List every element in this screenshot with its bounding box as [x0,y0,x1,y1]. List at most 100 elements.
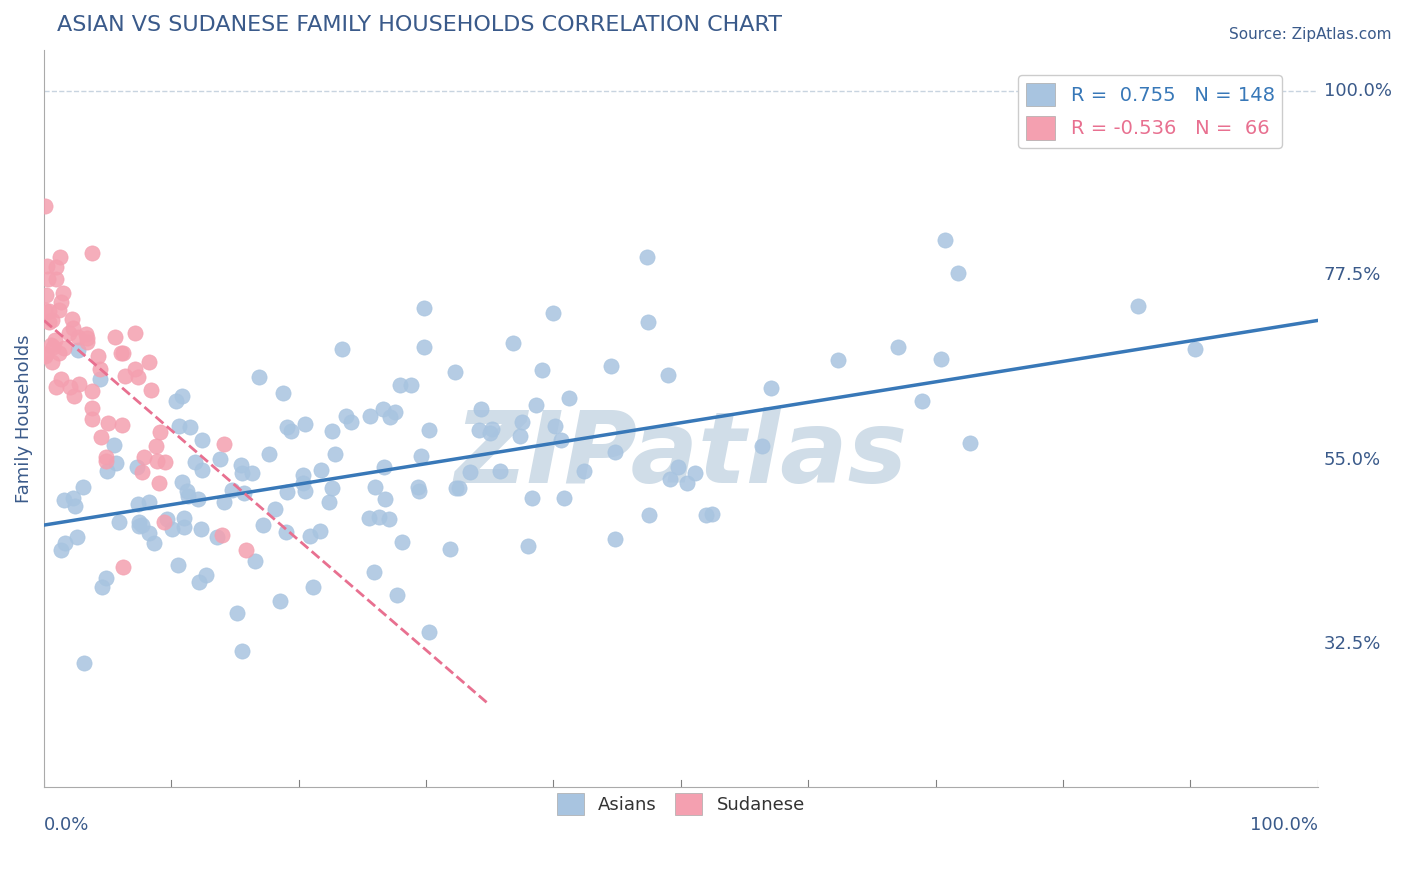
Point [97,416,120,430]
Point [367,510,389,524]
Point [439,541,461,556]
Point [49,543,72,558]
Point [330,342,353,356]
Point [603,532,626,546]
Point [111,560,134,574]
Point [702,507,724,521]
Point [167,558,190,572]
Point [103,437,125,451]
Point [80,411,103,425]
Point [387,588,409,602]
Point [229,458,252,472]
Point [191,433,214,447]
Point [658,472,681,486]
Point [39,338,62,352]
Point [49,250,72,264]
Point [37,272,59,286]
Point [128,516,150,530]
Point [176,489,198,503]
Point [41,355,63,369]
Point [412,340,434,354]
Point [1126,299,1149,313]
Point [263,501,285,516]
Point [104,456,127,470]
Point [335,409,357,424]
Point [243,554,266,568]
Point [65,500,87,514]
Point [887,340,910,354]
Point [389,377,412,392]
Point [48,346,70,360]
Point [75,327,97,342]
Point [524,398,547,412]
Point [458,465,481,479]
Point [409,449,432,463]
Point [125,459,148,474]
Point [412,301,434,315]
Point [127,369,149,384]
Point [444,366,467,380]
Point [929,351,952,366]
Point [252,518,274,533]
Point [363,480,385,494]
Point [173,520,195,534]
Text: ZIPatlas: ZIPatlas [454,407,907,504]
Point [231,467,253,481]
Text: 32.5%: 32.5% [1324,635,1381,653]
Point [76,331,98,345]
Text: 77.5%: 77.5% [1324,267,1381,285]
Point [124,326,146,340]
Point [142,536,165,550]
Point [274,525,297,540]
Point [80,401,103,415]
Legend: R =  0.755   N = 148, R = -0.536   N =  66: R = 0.755 N = 148, R = -0.536 N = 66 [1018,75,1282,147]
Point [184,455,207,469]
Point [72,480,94,494]
Point [53,536,76,550]
Point [232,485,254,500]
Point [167,418,190,433]
Point [321,481,343,495]
Point [45,380,67,394]
Point [62,312,84,326]
Point [280,424,302,438]
Point [145,439,167,453]
Point [470,402,492,417]
Point [637,315,659,329]
Point [599,359,621,373]
Point [132,450,155,464]
Point [418,423,440,437]
Point [946,266,969,280]
Point [131,517,153,532]
Point [152,515,174,529]
Text: 100.0%: 100.0% [1250,816,1317,834]
Point [509,428,531,442]
Point [114,368,136,383]
Point [128,518,150,533]
Point [138,355,160,369]
Point [318,495,340,509]
Point [110,345,132,359]
Point [408,480,430,494]
Text: 100.0%: 100.0% [1324,82,1392,101]
Point [90,430,112,444]
Point [62,491,84,506]
Point [38,303,60,318]
Point [418,625,440,640]
Point [959,436,981,450]
Point [94,450,117,464]
Point [481,422,503,436]
Point [550,434,572,448]
Point [91,580,114,594]
Point [67,329,90,343]
Point [205,530,228,544]
Point [53,341,76,355]
Point [212,437,235,451]
Point [187,491,209,506]
Point [657,368,679,382]
Point [34,287,56,301]
Point [191,462,214,476]
Point [271,386,294,401]
Point [212,495,235,509]
Point [541,305,564,319]
